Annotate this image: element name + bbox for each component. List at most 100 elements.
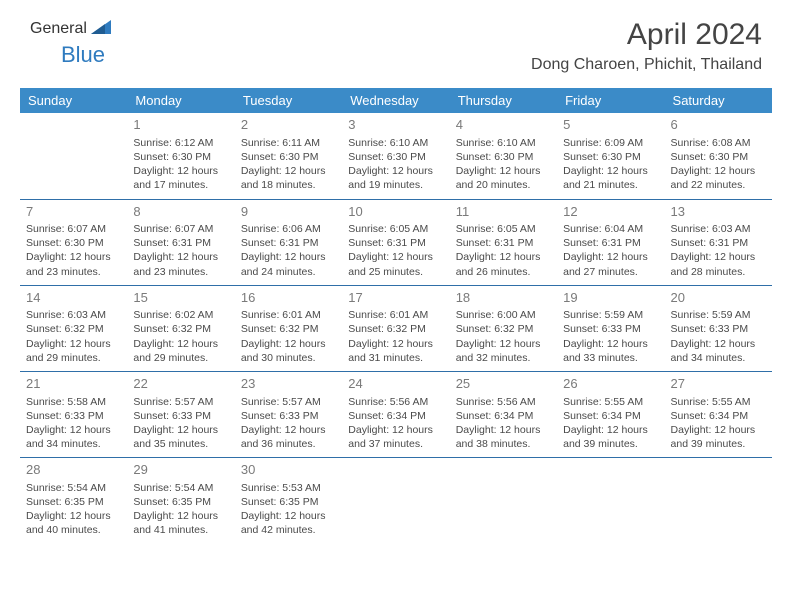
day-number: 19 [563, 289, 658, 307]
day-number: 25 [456, 375, 551, 393]
day-number: 11 [456, 203, 551, 221]
sunrise-text: Sunrise: 5:53 AM [241, 481, 336, 495]
day-number: 27 [671, 375, 766, 393]
day-number: 12 [563, 203, 658, 221]
sunrise-text: Sunrise: 5:54 AM [133, 481, 228, 495]
calendar-cell: 10Sunrise: 6:05 AMSunset: 6:31 PMDayligh… [342, 199, 449, 285]
day-number: 14 [26, 289, 121, 307]
day-number: 21 [26, 375, 121, 393]
sunset-text: Sunset: 6:32 PM [26, 322, 121, 336]
daylight-text: Daylight: 12 hours and 34 minutes. [671, 337, 766, 365]
sunset-text: Sunset: 6:31 PM [348, 236, 443, 250]
daylight-text: Daylight: 12 hours and 33 minutes. [563, 337, 658, 365]
sunset-text: Sunset: 6:34 PM [348, 409, 443, 423]
daylight-text: Daylight: 12 hours and 23 minutes. [133, 250, 228, 278]
day-number: 24 [348, 375, 443, 393]
calendar-cell [342, 458, 449, 544]
calendar-row: 7Sunrise: 6:07 AMSunset: 6:30 PMDaylight… [20, 199, 772, 285]
daylight-text: Daylight: 12 hours and 24 minutes. [241, 250, 336, 278]
sunrise-text: Sunrise: 5:56 AM [456, 395, 551, 409]
day-number: 13 [671, 203, 766, 221]
logo-triangle-icon [91, 18, 111, 39]
daylight-text: Daylight: 12 hours and 23 minutes. [26, 250, 121, 278]
calendar-body: 1Sunrise: 6:12 AMSunset: 6:30 PMDaylight… [20, 113, 772, 544]
sunset-text: Sunset: 6:30 PM [456, 150, 551, 164]
calendar-row: 1Sunrise: 6:12 AMSunset: 6:30 PMDaylight… [20, 113, 772, 199]
sunset-text: Sunset: 6:35 PM [26, 495, 121, 509]
calendar-cell: 27Sunrise: 5:55 AMSunset: 6:34 PMDayligh… [665, 371, 772, 457]
calendar-cell: 22Sunrise: 5:57 AMSunset: 6:33 PMDayligh… [127, 371, 234, 457]
sunset-text: Sunset: 6:30 PM [26, 236, 121, 250]
logo-text-general: General [30, 20, 87, 38]
sunset-text: Sunset: 6:30 PM [241, 150, 336, 164]
daylight-text: Daylight: 12 hours and 42 minutes. [241, 509, 336, 537]
sunrise-text: Sunrise: 6:09 AM [563, 136, 658, 150]
sunset-text: Sunset: 6:30 PM [133, 150, 228, 164]
daylight-text: Daylight: 12 hours and 34 minutes. [26, 423, 121, 451]
calendar-cell: 4Sunrise: 6:10 AMSunset: 6:30 PMDaylight… [450, 113, 557, 199]
calendar-cell: 1Sunrise: 6:12 AMSunset: 6:30 PMDaylight… [127, 113, 234, 199]
title-block: April 2024 Dong Charoen, Phichit, Thaila… [531, 18, 762, 74]
sunset-text: Sunset: 6:32 PM [456, 322, 551, 336]
sunset-text: Sunset: 6:31 PM [563, 236, 658, 250]
sunrise-text: Sunrise: 6:03 AM [671, 222, 766, 236]
daylight-text: Daylight: 12 hours and 17 minutes. [133, 164, 228, 192]
calendar-cell: 24Sunrise: 5:56 AMSunset: 6:34 PMDayligh… [342, 371, 449, 457]
daylight-text: Daylight: 12 hours and 25 minutes. [348, 250, 443, 278]
sunrise-text: Sunrise: 6:03 AM [26, 308, 121, 322]
sunrise-text: Sunrise: 6:00 AM [456, 308, 551, 322]
calendar-cell: 23Sunrise: 5:57 AMSunset: 6:33 PMDayligh… [235, 371, 342, 457]
sunset-text: Sunset: 6:33 PM [563, 322, 658, 336]
day-number: 15 [133, 289, 228, 307]
sunrise-text: Sunrise: 5:56 AM [348, 395, 443, 409]
daylight-text: Daylight: 12 hours and 20 minutes. [456, 164, 551, 192]
calendar-cell: 13Sunrise: 6:03 AMSunset: 6:31 PMDayligh… [665, 199, 772, 285]
sunset-text: Sunset: 6:32 PM [348, 322, 443, 336]
daylight-text: Daylight: 12 hours and 35 minutes. [133, 423, 228, 451]
day-number: 29 [133, 461, 228, 479]
calendar-row: 21Sunrise: 5:58 AMSunset: 6:33 PMDayligh… [20, 371, 772, 457]
daylight-text: Daylight: 12 hours and 28 minutes. [671, 250, 766, 278]
calendar-cell: 2Sunrise: 6:11 AMSunset: 6:30 PMDaylight… [235, 113, 342, 199]
sunset-text: Sunset: 6:30 PM [348, 150, 443, 164]
daylight-text: Daylight: 12 hours and 38 minutes. [456, 423, 551, 451]
sunrise-text: Sunrise: 6:07 AM [26, 222, 121, 236]
day-number: 9 [241, 203, 336, 221]
header: General Blue April 2024 Dong Charoen, Ph… [0, 0, 792, 82]
day-number: 6 [671, 116, 766, 134]
sunrise-text: Sunrise: 6:11 AM [241, 136, 336, 150]
calendar-cell: 17Sunrise: 6:01 AMSunset: 6:32 PMDayligh… [342, 285, 449, 371]
sunset-text: Sunset: 6:35 PM [241, 495, 336, 509]
calendar-cell: 11Sunrise: 6:05 AMSunset: 6:31 PMDayligh… [450, 199, 557, 285]
calendar-cell: 15Sunrise: 6:02 AMSunset: 6:32 PMDayligh… [127, 285, 234, 371]
calendar-cell: 18Sunrise: 6:00 AMSunset: 6:32 PMDayligh… [450, 285, 557, 371]
day-number: 5 [563, 116, 658, 134]
daylight-text: Daylight: 12 hours and 21 minutes. [563, 164, 658, 192]
sunrise-text: Sunrise: 5:54 AM [26, 481, 121, 495]
calendar-cell [665, 458, 772, 544]
calendar-cell: 7Sunrise: 6:07 AMSunset: 6:30 PMDaylight… [20, 199, 127, 285]
weekday-header: Monday [127, 88, 234, 113]
weekday-header: Saturday [665, 88, 772, 113]
sunrise-text: Sunrise: 6:01 AM [241, 308, 336, 322]
calendar-cell [450, 458, 557, 544]
sunrise-text: Sunrise: 5:59 AM [563, 308, 658, 322]
day-number: 10 [348, 203, 443, 221]
weekday-header: Sunday [20, 88, 127, 113]
day-number: 17 [348, 289, 443, 307]
daylight-text: Daylight: 12 hours and 36 minutes. [241, 423, 336, 451]
weekday-header-row: Sunday Monday Tuesday Wednesday Thursday… [20, 88, 772, 113]
sunrise-text: Sunrise: 6:05 AM [348, 222, 443, 236]
calendar-cell: 8Sunrise: 6:07 AMSunset: 6:31 PMDaylight… [127, 199, 234, 285]
sunset-text: Sunset: 6:34 PM [671, 409, 766, 423]
calendar-cell: 21Sunrise: 5:58 AMSunset: 6:33 PMDayligh… [20, 371, 127, 457]
calendar-row: 14Sunrise: 6:03 AMSunset: 6:32 PMDayligh… [20, 285, 772, 371]
daylight-text: Daylight: 12 hours and 40 minutes. [26, 509, 121, 537]
daylight-text: Daylight: 12 hours and 18 minutes. [241, 164, 336, 192]
day-number: 30 [241, 461, 336, 479]
day-number: 23 [241, 375, 336, 393]
logo-text-blue: Blue [61, 42, 105, 68]
sunrise-text: Sunrise: 6:06 AM [241, 222, 336, 236]
daylight-text: Daylight: 12 hours and 39 minutes. [563, 423, 658, 451]
calendar-cell: 12Sunrise: 6:04 AMSunset: 6:31 PMDayligh… [557, 199, 664, 285]
